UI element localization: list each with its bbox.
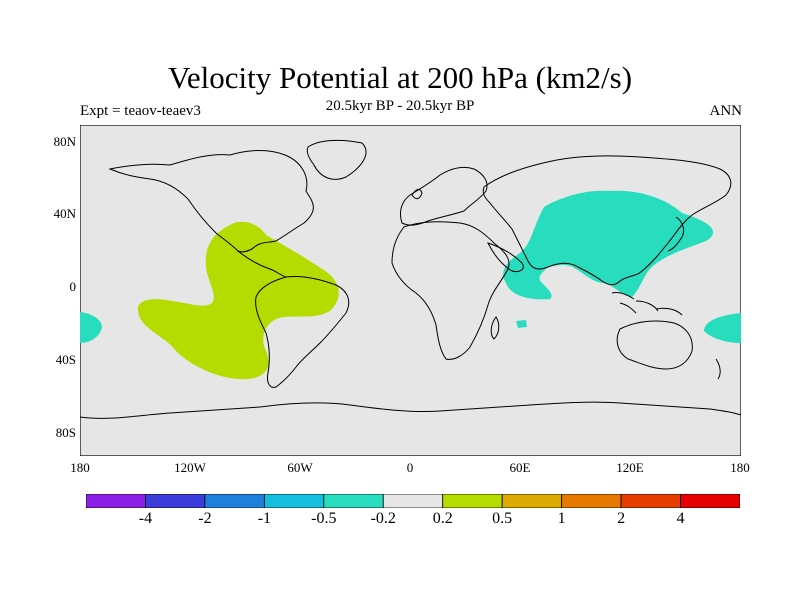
japan-coast [667,216,685,252]
lon-tick-120e: 120E [616,460,644,475]
arabia-coast [487,242,524,272]
australia-coast [616,320,693,370]
colorbar-level-label: -0.5 [311,510,337,527]
lat-tick-40s: 40S [55,352,76,367]
negative-anomaly-east-edge [704,313,741,343]
lon-tick-60e: 60E [509,460,531,475]
colorbar-swatch [263,494,325,508]
negative-anomaly-indian-ocean [516,320,527,328]
chart-subtitle: 20.5kyr BP - 20.5kyr BP [325,98,475,114]
map-panel [80,125,741,456]
colorbar-swatch [680,494,740,508]
southeast-asia-islands-coast [611,292,659,314]
lat-tick-80s: 80S [55,425,76,440]
lat-tick-40n: 40N [53,206,76,221]
colorbar-swatch [501,494,563,508]
colorbar-level-label: -4 [138,510,153,527]
colorbar-level-label: 4 [676,510,685,527]
antarctica-coast [80,401,741,419]
lon-tick-180e: 180 [730,460,750,475]
map-background [80,125,741,456]
colorbar-level-label: -2 [198,510,212,527]
new-guinea-coast [655,307,683,316]
experiment-label: Expt = teaov-teaev3 [80,103,201,119]
colorbar-level-label: -1 [257,510,272,527]
lat-tick-0: 0 [69,279,77,294]
coastlines [80,139,741,419]
colorbar-level-label: 0.2 [432,510,453,527]
colorbar-swatch [382,494,444,508]
negative-anomaly-west-edge [80,312,102,343]
colorbar-swatch [561,494,622,508]
lon-tick-120w: 120W [174,460,206,475]
uk-coast [411,188,423,200]
positive-anomaly-region [137,221,339,380]
africa-coast [391,221,510,360]
south-america-coast [255,276,350,388]
colorbar [86,494,740,508]
lon-tick-60w: 60W [287,460,313,475]
chart-title: Velocity Potential at 200 hPa (km2/s) [167,60,633,95]
season-label: ANN [709,103,743,119]
colorbar-swatch [204,494,265,508]
north-america-coast [108,150,314,253]
colorbar-swatch [86,494,146,508]
colorbar-level-label: -0.2 [370,510,396,527]
negative-anomaly-region [503,190,714,300]
colorbar-level-label: 2 [617,510,626,527]
new-zealand-coast [715,358,721,380]
lon-tick-0: 0 [406,460,414,475]
greenland-coast [306,139,367,180]
colorbar-swatch [145,494,206,508]
colorbar-level-label: 0.5 [492,510,513,527]
madagascar-coast [490,316,500,340]
colorbar-level-label: 1 [557,510,566,527]
colorbar-swatch [442,494,503,508]
colorbar-swatch [323,494,384,508]
colorbar-swatch [620,494,681,508]
lon-tick-180w: 180 [70,460,90,475]
lat-tick-80n: 80N [53,134,76,149]
central-america-coast [237,250,287,278]
asia-coast [482,155,732,286]
